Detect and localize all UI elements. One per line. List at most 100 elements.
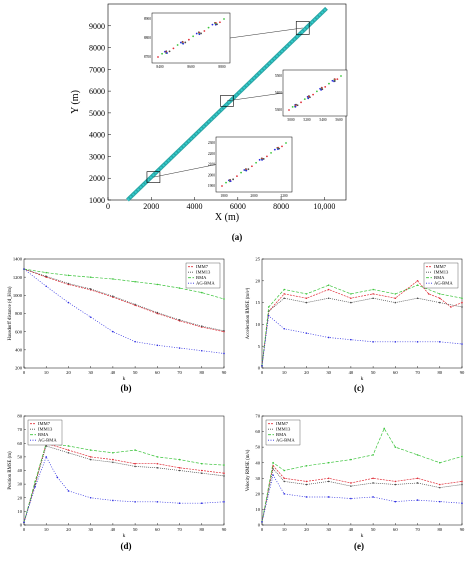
data-point-d <box>89 496 92 499</box>
data-point-c <box>461 301 463 304</box>
data-point-b <box>67 301 70 304</box>
series-line-d <box>23 456 225 523</box>
inset-y-tick-label: 8800 <box>144 36 151 40</box>
inset-point <box>236 175 238 178</box>
x-tick-label-b: 30 <box>88 370 93 375</box>
data-point-e <box>372 496 374 498</box>
y-tick-label-a: 9000 <box>89 22 105 31</box>
y-tick-label-b: 1200 <box>13 275 23 280</box>
data-point-e <box>350 458 352 461</box>
data-point-d <box>67 451 70 454</box>
data-point-c <box>350 297 352 300</box>
data-point-b <box>223 298 225 300</box>
series-line-d <box>23 442 225 523</box>
y-tick-label-c: 10 <box>255 322 260 327</box>
data-point-e <box>305 496 308 498</box>
x-tick-label-d: 40 <box>111 527 116 532</box>
y-tick-label-b: 800 <box>15 311 23 316</box>
data-point-b <box>23 268 25 270</box>
inset-point <box>288 109 290 111</box>
caption-c: (c) <box>354 383 364 393</box>
inset-frame <box>282 69 348 117</box>
data-point-c <box>416 284 419 286</box>
data-point-c <box>438 341 441 343</box>
data-point-b <box>89 276 92 278</box>
x-tick-label-b: 20 <box>66 370 71 375</box>
data-point-c <box>461 297 463 300</box>
inset-point <box>281 145 283 148</box>
inset-point <box>157 56 159 58</box>
legend-label-e: IMM7 <box>276 421 289 426</box>
x-tick-label-c: 30 <box>326 370 331 375</box>
inset-plot: 5000 5200 5400 5600 5300 5400 5500 <box>275 69 348 122</box>
caption-d: (d) <box>120 541 132 551</box>
data-point-e <box>350 485 352 487</box>
data-point-e <box>438 483 441 486</box>
x-tick-label-a: 6000 <box>230 202 246 211</box>
data-point-d <box>200 502 203 505</box>
x-tick-label-b: 80 <box>199 370 204 375</box>
data-point-b <box>89 288 92 290</box>
inset-point <box>187 38 190 41</box>
inset-y-tick-label: 8700 <box>144 55 151 59</box>
caption-e: (e) <box>354 541 364 551</box>
legend-box-e <box>265 419 301 446</box>
legend-label-b: BMA <box>196 275 207 280</box>
data-point-e <box>416 499 419 501</box>
data-point-c <box>305 297 308 300</box>
zoom-connector <box>153 164 217 178</box>
x-axis-label-c: k <box>361 376 364 382</box>
data-point-b <box>134 303 136 306</box>
inset-x-tick-label: 2000 <box>250 194 257 198</box>
data-point-e <box>372 482 374 484</box>
data-point-c <box>438 297 441 300</box>
inset-x-tick-label: 1800 <box>220 194 227 198</box>
inset-point <box>195 32 198 35</box>
series-line-b <box>23 268 225 300</box>
data-point-b <box>223 352 225 355</box>
inset-point <box>266 155 268 158</box>
inset-point <box>172 47 175 50</box>
data-point-c <box>450 306 452 308</box>
data-point-d <box>178 466 181 469</box>
data-point-c <box>372 288 374 291</box>
data-point-c <box>394 297 397 300</box>
inset-point <box>243 169 246 171</box>
data-point-e <box>283 469 286 472</box>
inset-y-tick-label: 2300 <box>208 141 215 145</box>
y-tick-label-e: 60 <box>255 429 260 434</box>
data-point-d <box>156 456 159 458</box>
inset-point <box>200 32 202 35</box>
x-axis-label-b: k <box>123 376 126 382</box>
data-point-e <box>272 468 274 470</box>
inset-point <box>184 41 187 44</box>
data-point-c <box>327 297 330 300</box>
inset-point <box>261 159 263 161</box>
inset-y-tick-label: 2100 <box>208 163 215 167</box>
y-tick-label-b: 600 <box>15 329 23 334</box>
data-point-d <box>112 461 114 464</box>
data-point-b <box>200 325 203 328</box>
inset-x-tick-label: 5000 <box>287 118 294 122</box>
data-point-b <box>67 274 70 277</box>
x-tick-label-b: 50 <box>133 370 138 375</box>
x-tick-label-b: 40 <box>111 370 116 375</box>
inset-point <box>316 90 318 93</box>
y-tick-label-d: 60 <box>17 441 22 446</box>
inset-x-tick-label: 5200 <box>303 118 310 122</box>
inset-x-tick-label: 8400 <box>156 65 163 69</box>
data-point-b <box>200 349 203 352</box>
x-tick-label-d: 60 <box>155 527 160 532</box>
inset-point <box>168 50 171 53</box>
data-point-e <box>438 500 441 503</box>
data-point-e <box>394 446 397 448</box>
inset-y-tick-label: 5400 <box>275 91 282 95</box>
data-point-d <box>200 472 203 475</box>
inset-point <box>270 151 272 154</box>
inset-point <box>258 158 261 161</box>
inset-point <box>221 185 223 187</box>
inset-point <box>245 169 248 172</box>
data-point-d <box>56 476 59 479</box>
data-point-c <box>327 288 330 291</box>
